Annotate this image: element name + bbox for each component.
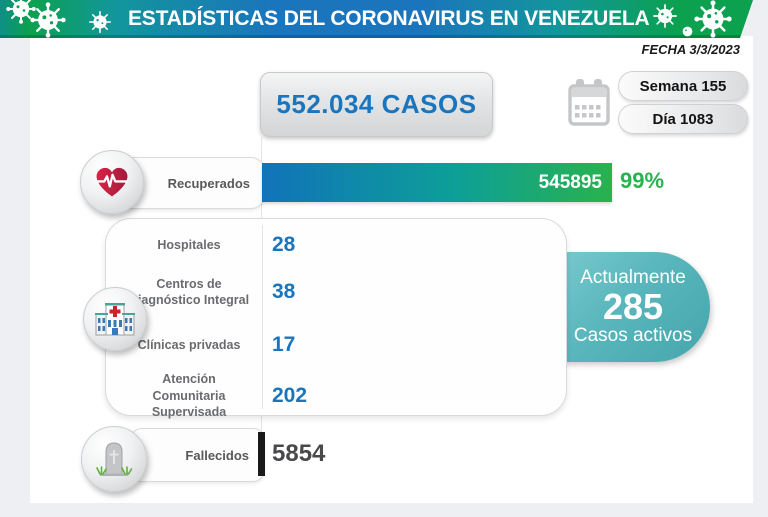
facility-row: Hospitales 28: [120, 231, 554, 259]
week-label: Semana 155: [639, 77, 727, 95]
active-cases-title: Actualmente: [580, 267, 686, 289]
deaths-label-box: Fallecidos: [130, 428, 265, 482]
facilities-icon-circle: [83, 287, 147, 351]
heart-pulse-icon: [95, 167, 128, 197]
total-cases-box: 552.034 CASOS: [260, 72, 493, 137]
facility-row: Clínicas privadas 17: [120, 331, 554, 359]
recovered-icon-circle: [80, 150, 144, 214]
facilities-panel: Hospitales 28 Centros de Diagnóstico Int…: [105, 218, 567, 419]
deaths-value: 5854: [272, 440, 326, 467]
recovered-progress-bar: 545895: [262, 163, 612, 202]
facility-label: Clínicas privadas: [137, 337, 241, 352]
active-cases-value: 285: [602, 286, 664, 328]
recovered-label: Recuperados: [167, 175, 250, 191]
week-pill: Semana 155: [618, 71, 748, 101]
deaths-icon-circle: [81, 426, 147, 492]
facility-value: 38: [272, 280, 296, 303]
virus-icon: [89, 11, 111, 33]
tombstone-icon: [96, 442, 133, 476]
virus-icon: [6, 0, 36, 24]
calendar-icon: [568, 79, 610, 126]
virus-icon: [653, 4, 677, 28]
day-pill: Día 1083: [618, 104, 748, 134]
facility-value: 28: [272, 233, 296, 256]
facility-label: Atención Comunitaria Supervisada: [151, 372, 227, 420]
page-title: ESTADÍSTICAS DEL CORONAVIRUS EN VENEZUEL…: [128, 7, 650, 30]
day-label: Día 1083: [652, 110, 714, 128]
deaths-bar: [258, 432, 265, 476]
virus-icon: [694, 0, 732, 38]
hospital-icon: [95, 303, 135, 336]
facility-label: Centros de Diagnóstico Integral: [128, 276, 250, 308]
facility-label: Hospitales: [157, 237, 221, 252]
total-cases-value: 552.034 CASOS: [276, 89, 477, 119]
active-cases-badge: Actualmente 285 Casos activos: [556, 252, 710, 362]
active-cases-subtitle: Casos activos: [573, 324, 693, 346]
facility-value: 17: [272, 333, 296, 356]
facility-value: 202: [272, 384, 308, 407]
deaths-label: Fallecidos: [185, 447, 249, 463]
facility-row: Atención Comunitaria Supervisada 202: [120, 371, 554, 421]
facility-row: Centros de Diagnóstico Integral 38: [120, 271, 554, 313]
recovered-value: 545895: [538, 171, 602, 193]
virus-icon: [30, 2, 66, 38]
date-label: FECHA 3/3/2023: [641, 42, 740, 57]
recovered-percent: 99%: [620, 168, 665, 193]
header-banner: ESTADÍSTICAS DEL CORONAVIRUS EN VENEZUEL…: [0, 0, 753, 38]
virus-icon: [682, 26, 693, 37]
panel-divider: [262, 225, 263, 409]
